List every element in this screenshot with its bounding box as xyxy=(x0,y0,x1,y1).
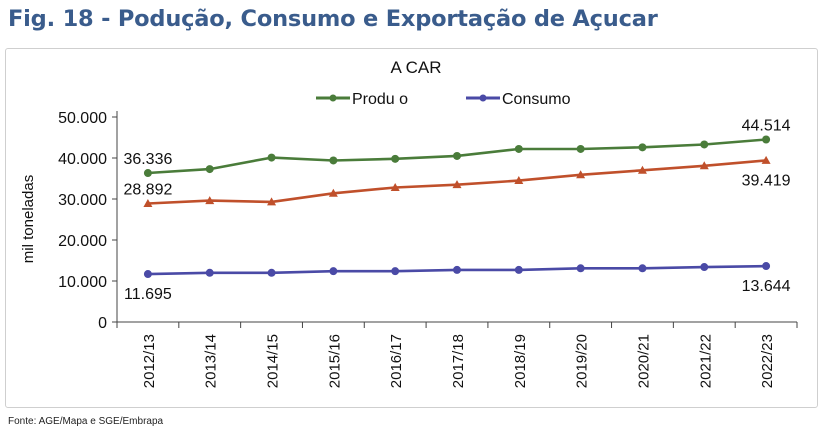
data-point xyxy=(700,263,709,272)
x-tick-label: 2018/19 xyxy=(512,334,529,388)
legend-swatch-marker xyxy=(479,94,487,102)
y-tick-label: 50.000 xyxy=(58,110,107,127)
data-point xyxy=(761,155,771,164)
data-point xyxy=(329,156,338,165)
data-point xyxy=(391,267,400,276)
x-tick-label: 2019/20 xyxy=(574,334,591,388)
line-chart: A CAR Produ o Consumo 0 10.000 20.000 30.000 40… xyxy=(20,58,798,388)
data-point xyxy=(453,151,461,160)
chart-title: A CAR xyxy=(390,58,441,77)
x-tick-label: 2017/18 xyxy=(450,334,467,388)
source-note: Fonte: AGE/Mapa e SGE/Embrapa xyxy=(8,416,164,427)
data-label: 28.892 xyxy=(123,182,172,199)
y-tick-label: 10.000 xyxy=(58,274,107,291)
data-point xyxy=(143,199,153,208)
data-point xyxy=(329,267,338,276)
legend-swatch-marker xyxy=(329,94,337,102)
y-tick-label: 30.000 xyxy=(58,192,107,209)
data-point xyxy=(143,270,152,279)
figure-title: Fig. 18 - Podução, Consumo e Exportação … xyxy=(8,6,658,32)
data-point xyxy=(452,180,462,189)
data-label: 11.695 xyxy=(124,286,172,303)
data-point xyxy=(514,176,524,185)
x-tick-label: 2014/15 xyxy=(265,334,282,388)
x-tick-label: 2013/14 xyxy=(203,334,220,388)
data-point xyxy=(267,197,277,206)
legend-label: Produ o xyxy=(352,91,408,108)
data-point xyxy=(576,170,586,179)
y-tick-label: 40.000 xyxy=(58,151,107,168)
data-point xyxy=(699,161,709,170)
x-tick-label: 2012/13 xyxy=(141,334,158,388)
x-tick-label: 2016/17 xyxy=(388,334,405,388)
data-label: 39.419 xyxy=(742,172,791,189)
legend-label: Consumo xyxy=(502,91,571,108)
data-point xyxy=(638,143,647,152)
data-point xyxy=(391,154,400,163)
data-point xyxy=(638,264,647,273)
data-label: 44.514 xyxy=(742,117,791,134)
data-point xyxy=(700,140,709,149)
data-point xyxy=(514,144,523,153)
data-point xyxy=(576,144,585,153)
data-point xyxy=(267,268,276,277)
data-point xyxy=(514,265,523,274)
data-point xyxy=(328,188,338,197)
data-label: 13.644 xyxy=(742,278,791,295)
y-tick-label: 0 xyxy=(98,315,107,332)
data-point xyxy=(453,265,461,274)
y-axis-label: mil toneladas xyxy=(20,175,37,263)
data-label: 36.336 xyxy=(123,151,172,168)
data-point xyxy=(205,196,215,205)
x-tick-label: 2020/21 xyxy=(635,334,652,388)
data-point xyxy=(390,183,400,192)
x-tick-label: 2021/22 xyxy=(697,334,714,388)
chart-container: A CAR Produ o Consumo 0 10.000 20.000 30.000 40… xyxy=(5,48,818,408)
data-point xyxy=(762,262,771,271)
data-point xyxy=(762,135,771,144)
data-point xyxy=(205,268,214,277)
data-point xyxy=(267,153,276,162)
data-point xyxy=(576,264,585,273)
data-point xyxy=(637,165,647,174)
x-tick-label: 2015/16 xyxy=(326,334,343,388)
x-tick-label: 2022/23 xyxy=(759,334,776,388)
data-point xyxy=(143,169,152,178)
y-tick-label: 20.000 xyxy=(58,233,107,250)
data-point xyxy=(205,165,214,174)
